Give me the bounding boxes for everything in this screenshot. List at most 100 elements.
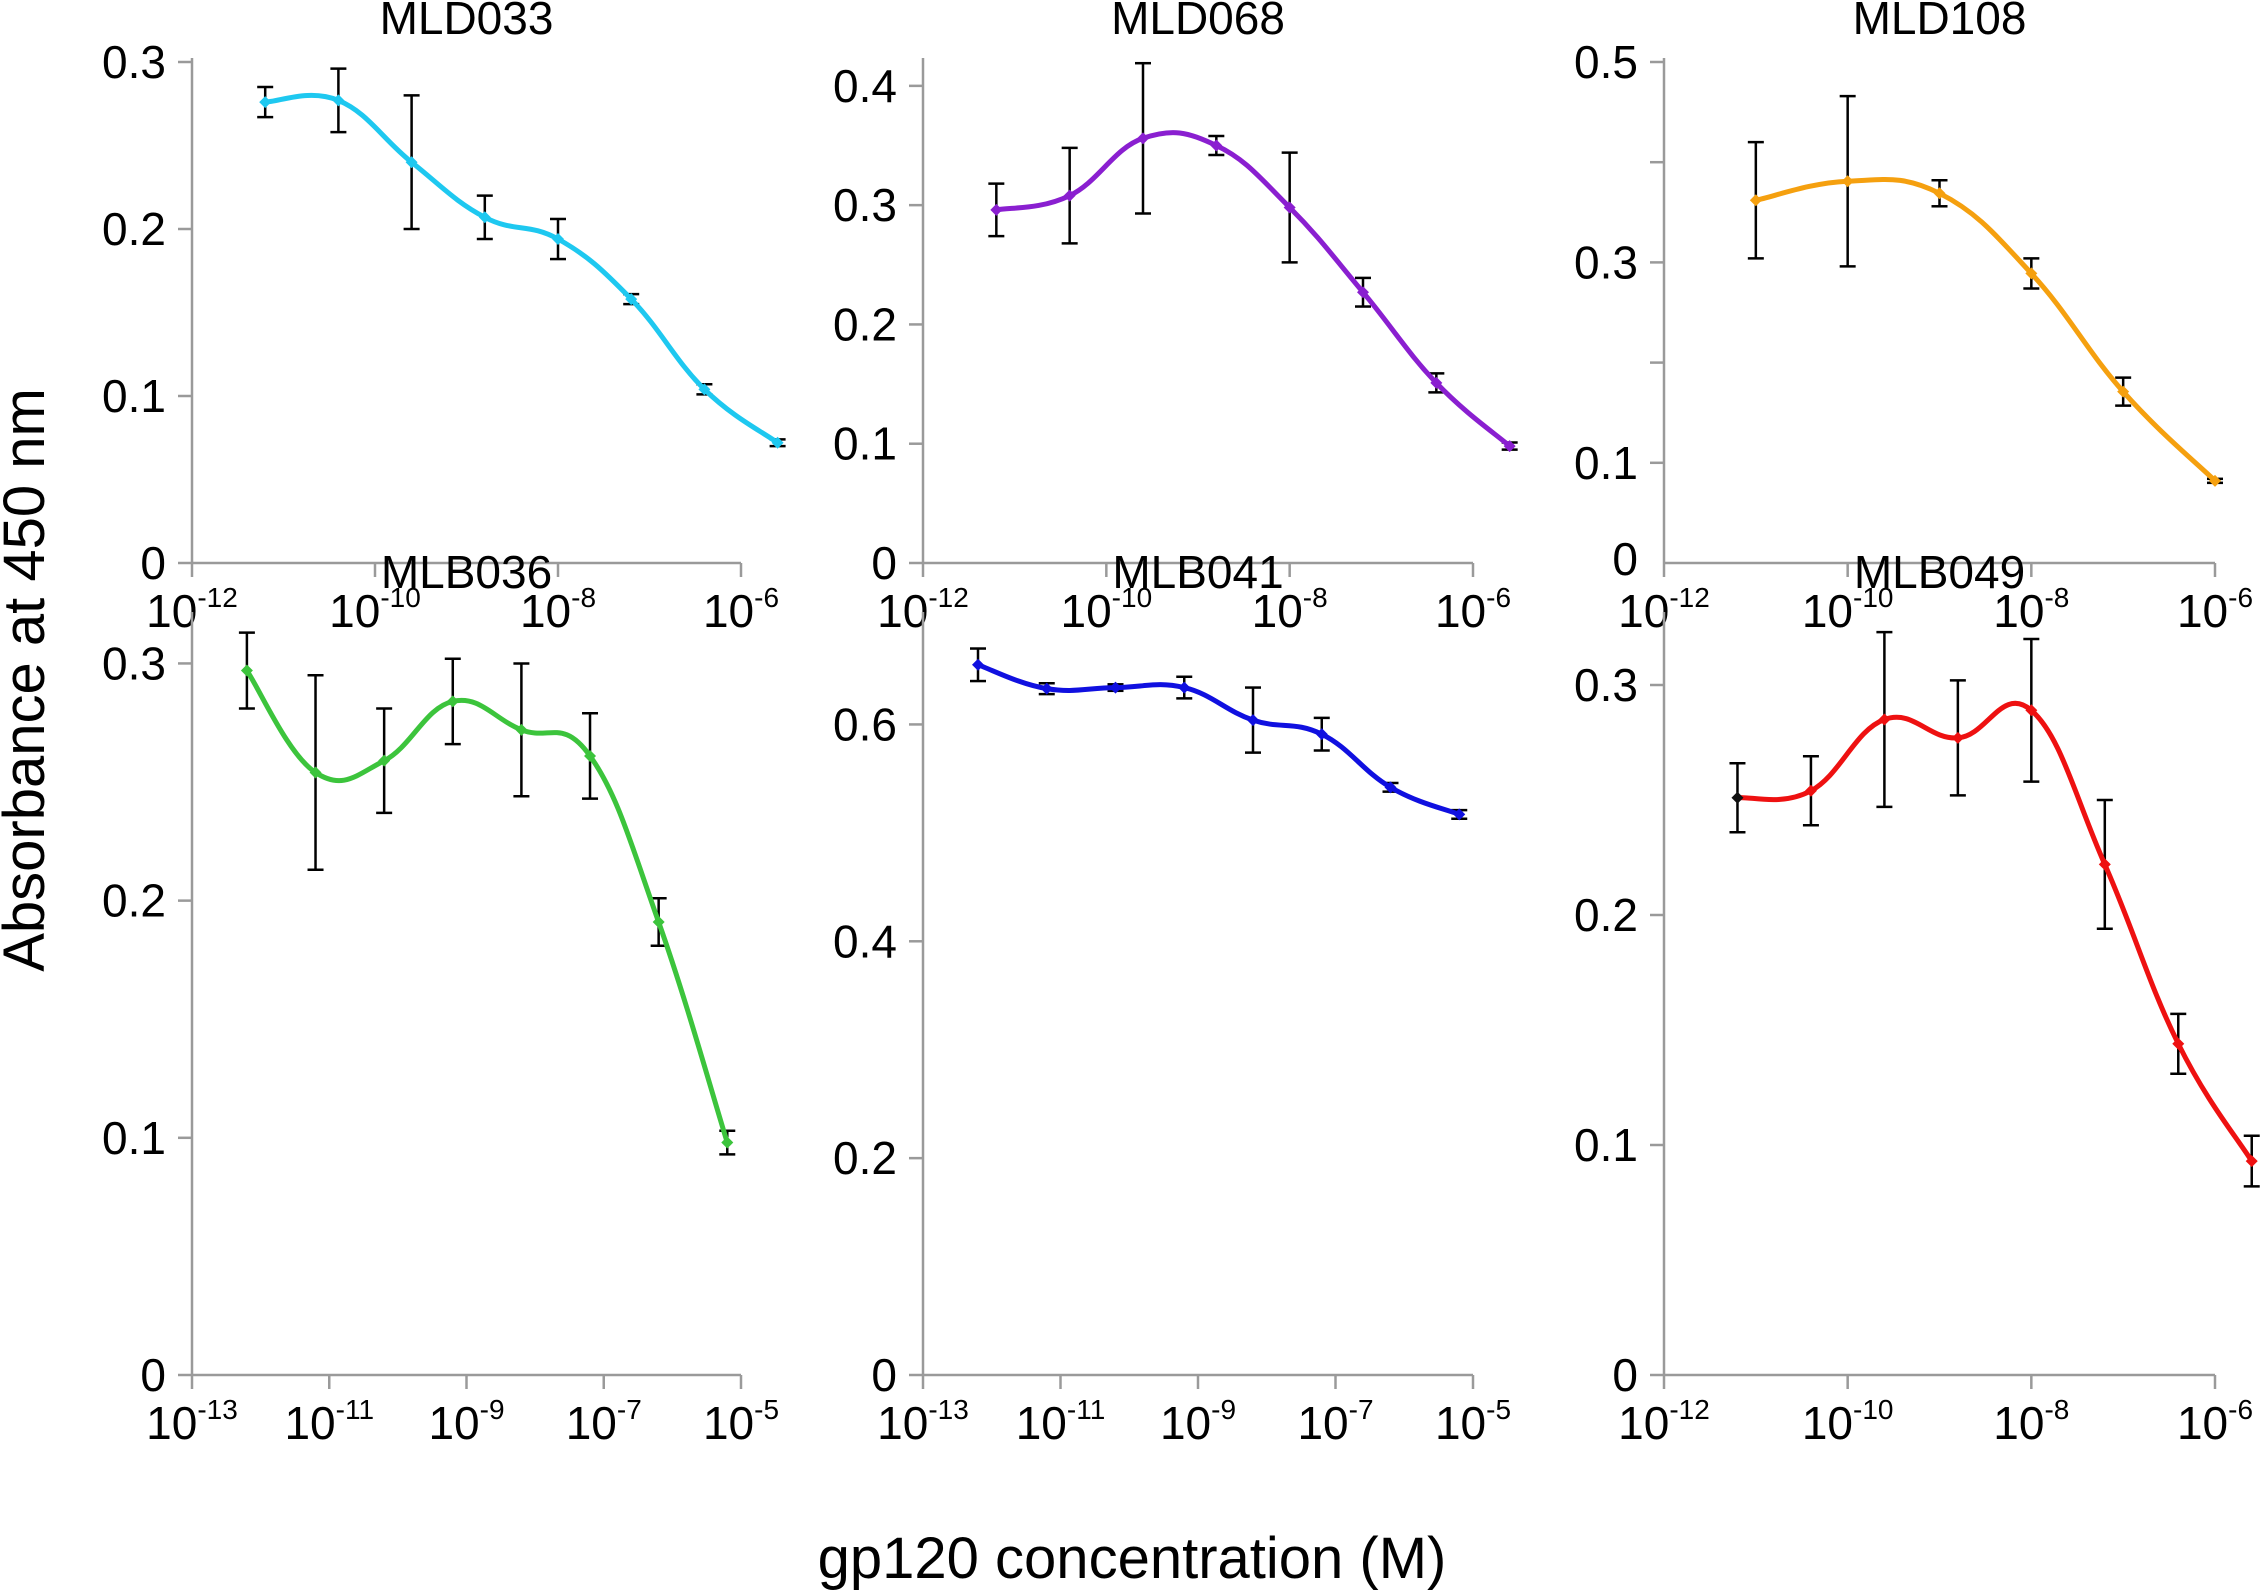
mlb049-y-tick-label: 0: [1612, 1349, 1638, 1401]
mlb049-data-point: [2245, 1155, 2258, 1168]
mlb036-y-tick-label: 0.1: [102, 1112, 166, 1164]
mlb036-data-point: [378, 754, 391, 767]
mlb041-data-point: [1384, 781, 1397, 794]
mlb049-x-tick-label: 10-6: [2177, 1394, 2253, 1449]
mlb036-x-tick-label: 10-11: [284, 1394, 374, 1449]
mlb041-data-point: [1315, 728, 1328, 741]
mlb041-y-tick-label: 0.2: [833, 1132, 897, 1184]
mld033-data-point: [552, 233, 564, 246]
mld068-y-tick-label: 0.2: [833, 298, 897, 350]
mlb049-title: MLB049: [1854, 546, 2025, 598]
mlb036-data-point: [721, 1136, 734, 1149]
mlb041-data-point: [1178, 681, 1191, 694]
mlb041-x-tick-label: 10-5: [1435, 1394, 1511, 1449]
mlb036-data-point: [515, 723, 528, 736]
mlb036-data-point: [240, 664, 253, 677]
mld033-x-tick-label: 10-10: [329, 582, 421, 637]
mld033-x-tick-label: 10-6: [703, 582, 779, 637]
mld033-title: MLD033: [380, 0, 554, 44]
mlb049-data-point: [1731, 791, 1744, 804]
mlb049-data-point: [1951, 731, 1964, 744]
mlb049-data-point: [2025, 704, 2038, 717]
mlb036-data-point: [584, 749, 597, 762]
mld033-data-point: [771, 436, 784, 449]
mld033-data-point: [405, 156, 418, 169]
mld068-title: MLD068: [1111, 0, 1285, 44]
mld108-data-point: [1841, 175, 1854, 188]
mld108-y-tick-label: 0.3: [1574, 236, 1638, 288]
mld068-data-point: [1503, 440, 1516, 453]
mlb049-data-point: [1804, 784, 1817, 797]
mld068-x-tick-label: 10-12: [877, 582, 969, 637]
mld108-data-point: [1933, 187, 1946, 200]
mld068-data-point: [990, 203, 1003, 216]
mlb041-data-point: [972, 658, 984, 671]
chart-panel-mlb041: MLB041 0 0.2 0.4 0.6 10-13 10-11 10-9 10-7 10-5: [833, 546, 1511, 1449]
mlb041-data-point: [1453, 808, 1466, 821]
mlb036-x-tick-label: 10-13: [146, 1394, 238, 1449]
mld033-x-tick-label: 10-8: [520, 582, 596, 637]
mlb036-series-line: [244, 668, 730, 1146]
chart-panel-mld068: MLD068 0 0.1 0.2 0.3 0.4 10-12 10-10 10-8 10-6: [833, 0, 1518, 637]
mlb036-y-tick-label: 0.2: [102, 875, 166, 927]
mlb041-data-point: [1040, 682, 1053, 695]
mld033-x-tick-label: 10-12: [146, 582, 238, 637]
mld068-x-tick-label: 10-10: [1061, 582, 1153, 637]
mlb036-x-tick-label: 10-5: [703, 1394, 779, 1449]
chart-panel-mlb036: MLB036 0 0.1 0.2 0.3 10-13 10-11 10-9 10-7 10-5: [102, 546, 779, 1449]
mld108-y-tick-label: 0: [1612, 533, 1638, 585]
mld033-data-point: [332, 94, 345, 107]
mld068-data-point: [1137, 132, 1149, 145]
mlb041-data-point: [1247, 714, 1259, 727]
mld033-series-line: [262, 92, 781, 446]
mld108-data-point: [1749, 194, 1762, 207]
mlb036-y-tick-label: 0.3: [102, 637, 166, 689]
mlb049-x-tick-label: 10-10: [1802, 1394, 1894, 1449]
mld108-x-tick-label: 10-12: [1618, 582, 1710, 637]
mlb036-data-point: [309, 766, 322, 779]
mlb036-x-tick-label: 10-7: [566, 1394, 642, 1449]
mlb049-data-point: [1878, 713, 1891, 726]
mld108-x-tick-label: 10-8: [1993, 582, 2069, 637]
mld033-y-tick-label: 0.3: [102, 36, 166, 88]
mld108-title: MLD108: [1853, 0, 2027, 44]
chart-panel-mld108: MLD108 0.1 0.3 0.5 010-12 10-10 10-8 10-6: [1574, 0, 2253, 637]
mld108-data-point: [2025, 267, 2038, 280]
mlb036-data-point: [446, 695, 459, 708]
mld108-y-tick-label: 0.5: [1574, 36, 1638, 88]
mld068-y-tick-label: 0.3: [833, 179, 897, 231]
mld108-x-tick-label: 10-6: [2177, 582, 2253, 637]
mld033-data-point: [625, 293, 638, 306]
mld108-x-tick-label: 10-10: [1802, 582, 1894, 637]
mlb049-y-tick-label: 0.1: [1574, 1119, 1638, 1171]
mlb041-x-tick-label: 10-13: [877, 1394, 969, 1449]
mld108-y-tick-label: 0.1: [1574, 437, 1638, 489]
mlb049-y-tick-label: 0.3: [1574, 659, 1638, 711]
mlb036-title: MLB036: [381, 546, 552, 598]
mlb041-x-tick-label: 10-7: [1297, 1394, 1373, 1449]
mlb041-y-tick-label: 0.4: [833, 915, 897, 967]
mld108-series-line: [1753, 177, 2218, 484]
mld033-data-point: [698, 383, 711, 396]
mld033-data-point: [478, 211, 491, 224]
chart-panel-mld033: MLD033 0 0.1 0.2 0.3 10-12 10-10 10-8 10-6: [102, 0, 786, 637]
mlb041-series-line: [975, 662, 1462, 817]
mld068-y-tick-label: 0.1: [833, 418, 897, 470]
mld068-data-point: [1283, 201, 1296, 214]
mld068-data-point: [1210, 139, 1223, 152]
mld068-x-tick-label: 10-6: [1435, 582, 1511, 637]
mlb041-x-tick-label: 10-9: [1160, 1394, 1236, 1449]
mlb049-x-tick-label: 10-12: [1618, 1394, 1710, 1449]
mlb049-series-line: [1735, 700, 2255, 1164]
mld033-y-tick-label: 0.1: [102, 370, 166, 422]
mlb041-y-tick-label: 0.6: [833, 698, 897, 750]
x-axis-title: gp120 concentration (M): [818, 1526, 1447, 1591]
chart-panel-mlb049: MLB049 0 0.1 0.2 0.3 10-12 10-10 10-8 10-6: [1574, 546, 2260, 1449]
mld068-data-point: [1430, 376, 1443, 389]
mlb049-y-tick-label: 0.2: [1574, 889, 1638, 941]
mlb049-x-tick-label: 10-8: [1993, 1394, 2069, 1449]
mlb049-data-point: [2098, 858, 2111, 871]
mlb041-x-tick-label: 10-11: [1016, 1394, 1106, 1449]
mld108-data-point: [2209, 474, 2221, 487]
